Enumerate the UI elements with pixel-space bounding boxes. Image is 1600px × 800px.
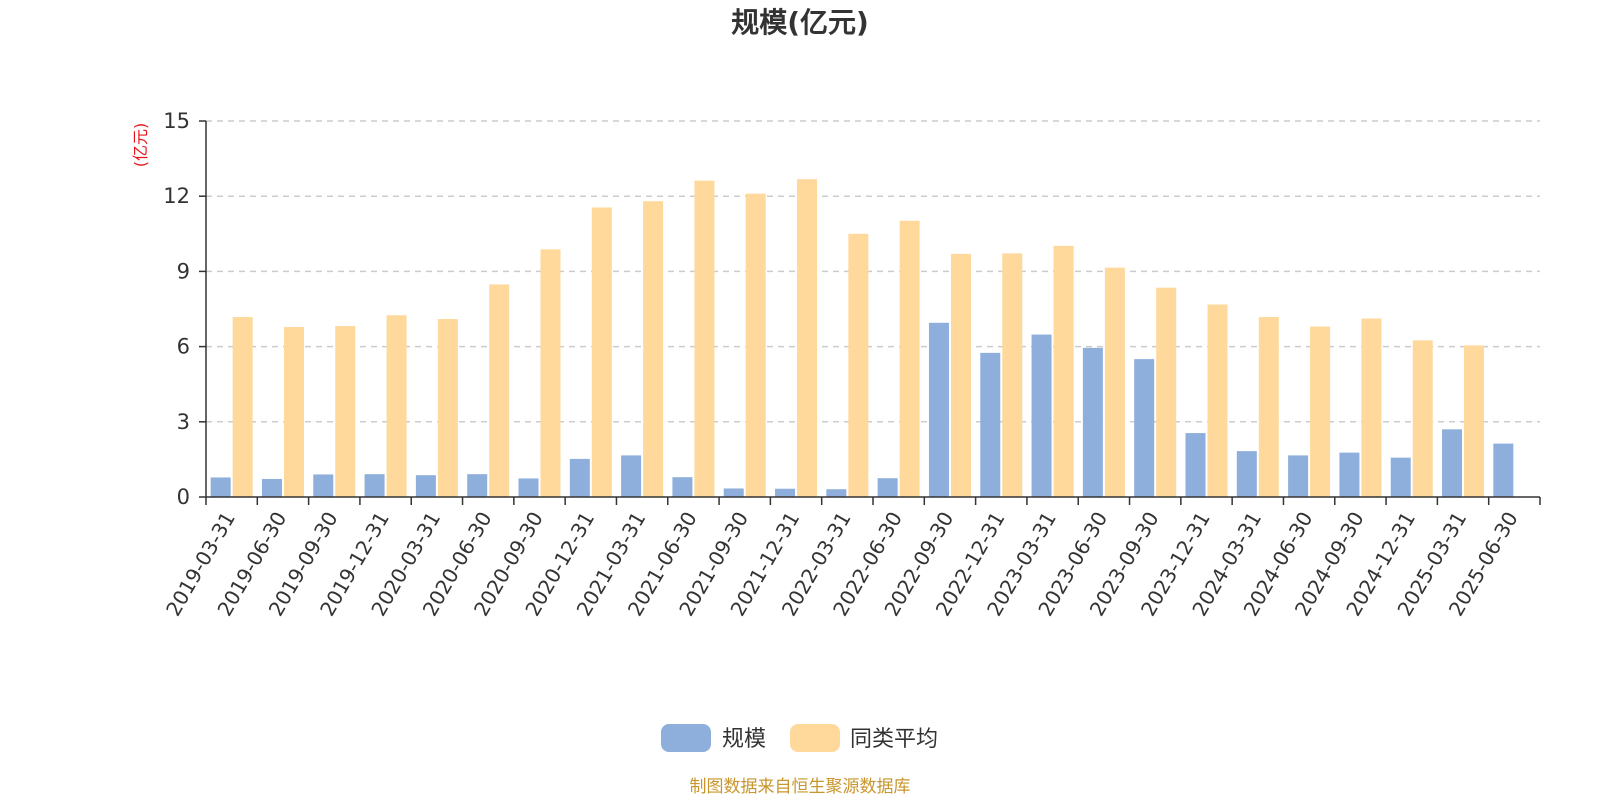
y-tick-label: 15 [163,109,190,133]
legend-label: 规模 [722,727,766,752]
bar-peer-average [1464,345,1485,497]
bar-scale [1236,451,1257,497]
bar-scale [1031,334,1052,497]
bar-scale [1134,359,1155,497]
bar-scale [775,488,796,497]
bar-peer-average [1361,318,1382,497]
bar-scale [1390,457,1411,497]
y-tick-label: 12 [163,184,190,208]
bar-peer-average [591,207,612,498]
bar-peer-average [745,193,766,497]
bar-scale [569,458,590,497]
bar-scale [1288,455,1309,497]
bar-peer-average [1207,304,1228,497]
bar-scale [980,352,1001,497]
bar-scale [518,478,539,497]
bar-scale [210,477,231,497]
bar-peer-average [899,220,920,498]
bar-peer-average [540,249,561,497]
legend: 规模 同类平均 [661,724,938,752]
bars [210,179,1514,498]
y-axis-unit-label: (亿元) [131,123,150,168]
bar-peer-average [1310,326,1331,497]
chart-title: 规模(亿元) [731,6,869,39]
y-tick-label: 6 [177,335,190,359]
bar-peer-average [489,284,510,497]
bar-peer-average [1258,317,1279,497]
y-tick-label: 3 [177,410,190,434]
legend-item-peer-average[interactable]: 同类平均 [790,724,938,752]
bar-peer-average [1412,340,1433,497]
bar-scale [1339,452,1360,497]
bar-scale [1442,429,1463,497]
legend-item-scale[interactable]: 规模 [661,724,766,752]
bar-scale [826,489,847,497]
source-note: 制图数据来自恒生聚源数据库 [690,777,911,797]
bar-scale [621,455,642,497]
y-tick-label: 0 [177,485,190,509]
bar-scale [723,488,744,497]
bar-scale [1185,433,1206,497]
bar-scale [467,474,488,497]
legend-label: 同类平均 [850,727,938,752]
bar-scale [1493,443,1514,497]
bar-peer-average [1156,287,1177,497]
bar-peer-average [848,233,869,498]
bar-peer-average [386,315,407,497]
y-tick-label: 9 [177,259,190,283]
bar-peer-average [797,179,818,497]
bar-scale [415,475,436,497]
legend-swatch [790,724,840,752]
bar-scale [313,474,334,497]
bar-scale [261,478,282,497]
bar-peer-average [1104,267,1125,497]
bar-scale [928,322,949,497]
bar-scale [1082,347,1103,497]
bar-peer-average [335,326,356,497]
bar-scale [877,478,898,497]
bar-scale [672,477,693,497]
bar-peer-average [694,180,715,497]
bar-peer-average [1002,253,1023,497]
bar-peer-average [1053,245,1074,497]
legend-swatch [661,724,711,752]
bar-peer-average [437,319,458,497]
bar-peer-average [950,253,971,497]
bar-scale [364,474,385,497]
bar-peer-average [643,201,664,498]
bar-peer-average [232,317,253,497]
bar-peer-average [283,327,304,497]
